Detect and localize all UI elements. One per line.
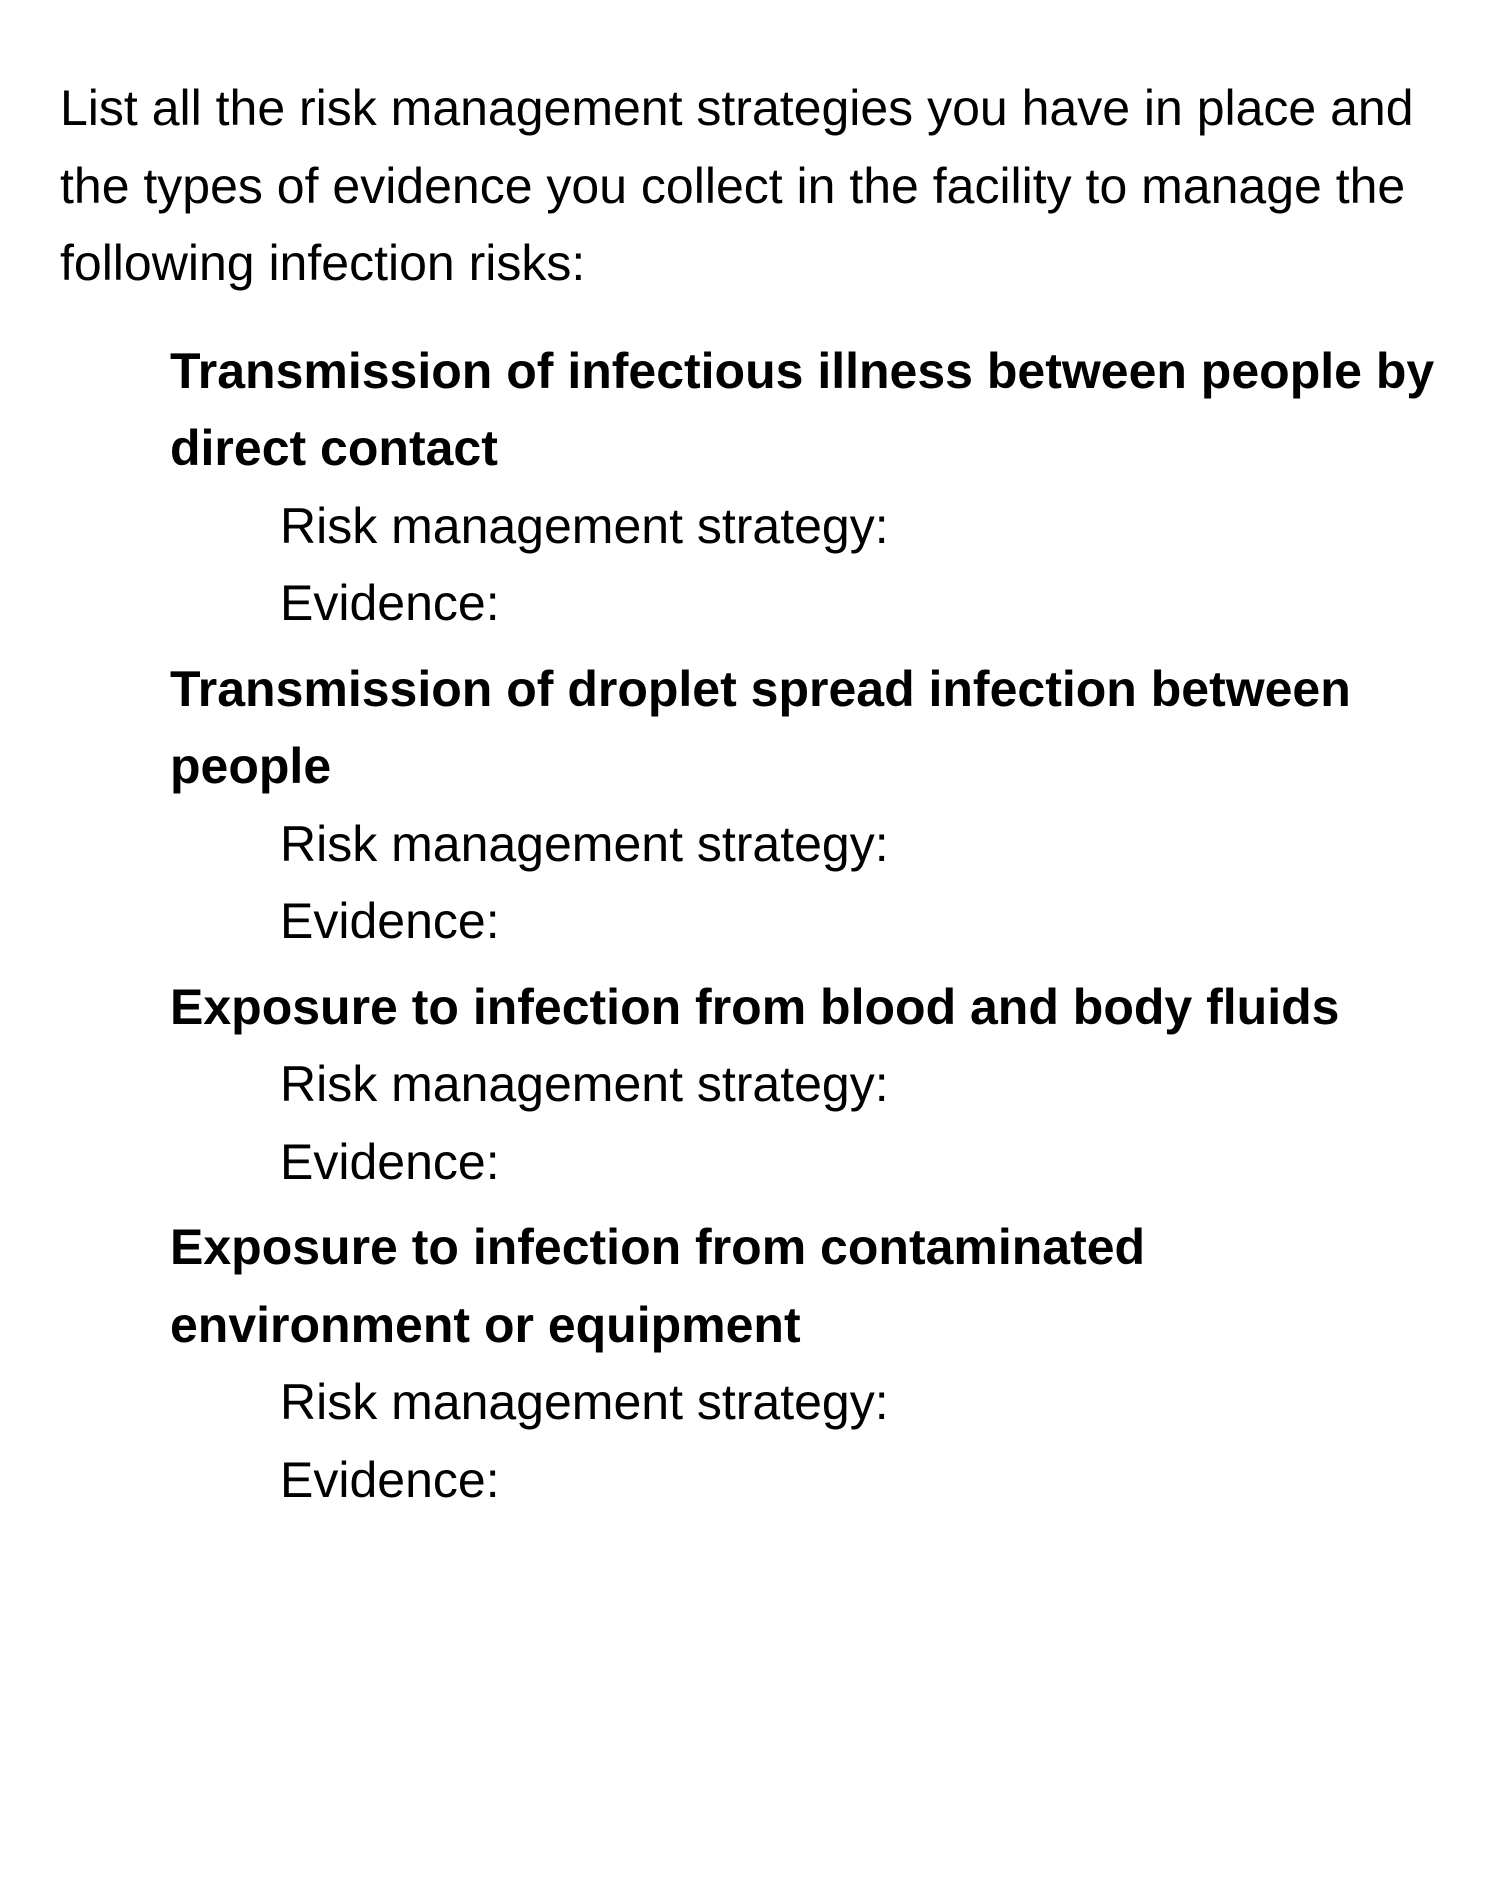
- section-contaminated-environment: Exposure to infection from contaminated …: [170, 1209, 1440, 1519]
- intro-paragraph: List all the risk management strategies …: [60, 70, 1440, 303]
- section-blood-body-fluids: Exposure to infection from blood and bod…: [170, 969, 1440, 1202]
- section-sub: Risk management strategy: Evidence:: [280, 488, 1440, 643]
- evidence-label: Evidence:: [280, 1124, 1440, 1202]
- strategy-label: Risk management strategy:: [280, 1046, 1440, 1124]
- evidence-label: Evidence:: [280, 1442, 1440, 1520]
- section-sub: Risk management strategy: Evidence:: [280, 806, 1440, 961]
- section-heading: Exposure to infection from blood and bod…: [170, 969, 1440, 1047]
- evidence-label: Evidence:: [280, 883, 1440, 961]
- section-heading: Transmission of infectious illness betwe…: [170, 333, 1440, 488]
- section-droplet-spread: Transmission of droplet spread infection…: [170, 651, 1440, 961]
- section-direct-contact: Transmission of infectious illness betwe…: [170, 333, 1440, 643]
- section-heading: Exposure to infection from contaminated …: [170, 1209, 1440, 1364]
- strategy-label: Risk management strategy:: [280, 1364, 1440, 1442]
- section-heading: Transmission of droplet spread infection…: [170, 651, 1440, 806]
- evidence-label: Evidence:: [280, 565, 1440, 643]
- strategy-label: Risk management strategy:: [280, 806, 1440, 884]
- strategy-label: Risk management strategy:: [280, 488, 1440, 566]
- section-sub: Risk management strategy: Evidence:: [280, 1046, 1440, 1201]
- section-sub: Risk management strategy: Evidence:: [280, 1364, 1440, 1519]
